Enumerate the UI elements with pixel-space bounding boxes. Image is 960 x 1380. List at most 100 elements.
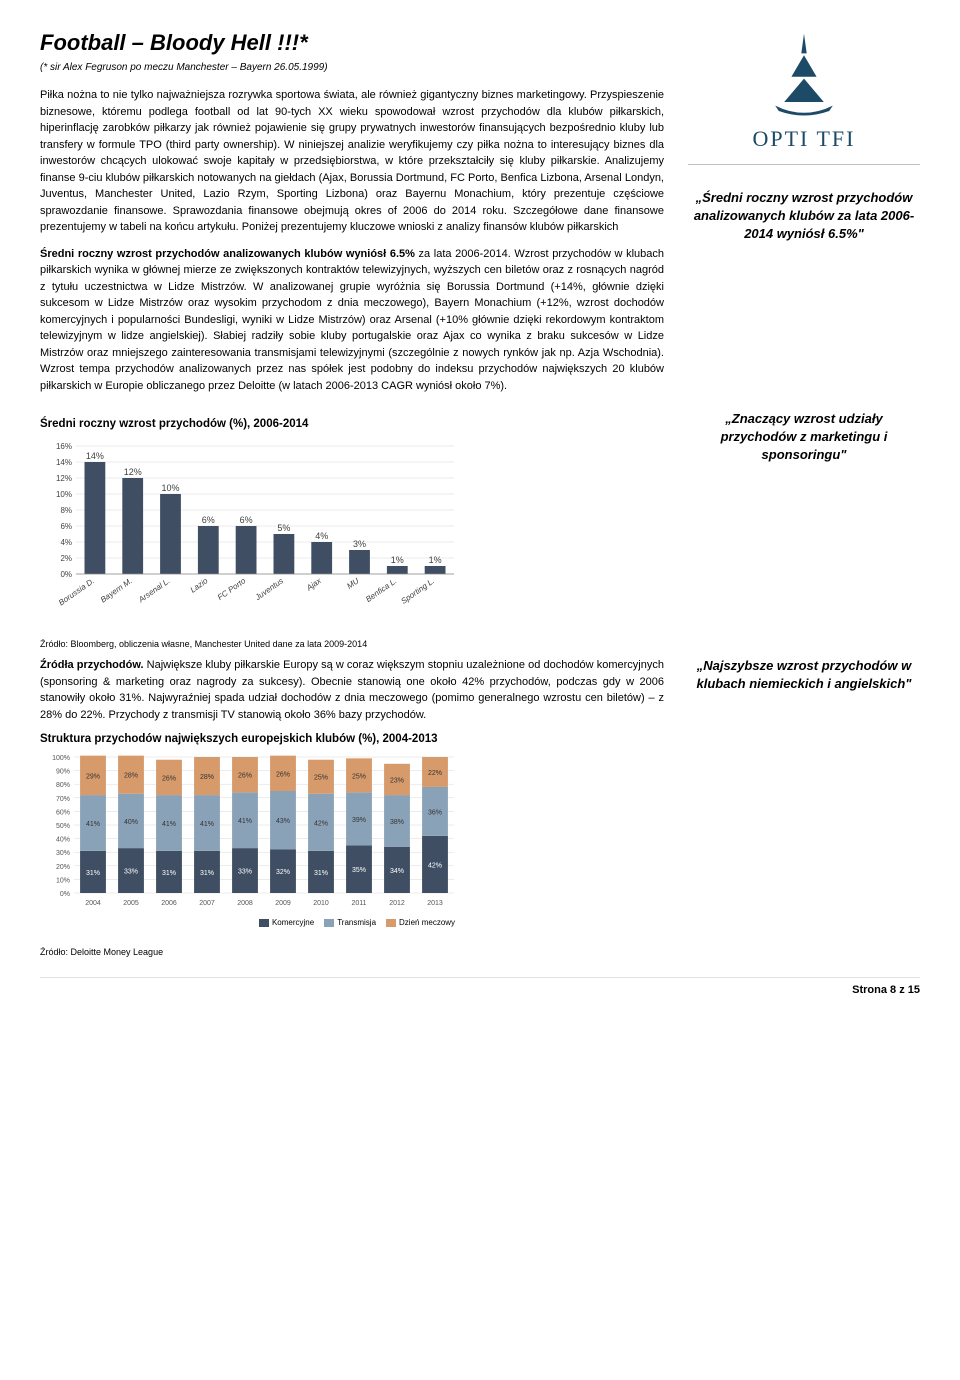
svg-text:6%: 6%	[202, 515, 215, 525]
svg-text:50%: 50%	[56, 823, 70, 830]
svg-text:2009: 2009	[275, 900, 291, 907]
svg-text:10%: 10%	[56, 490, 72, 499]
svg-text:34%: 34%	[390, 868, 404, 875]
svg-text:2004: 2004	[85, 900, 101, 907]
svg-text:Ajax: Ajax	[304, 576, 324, 593]
svg-text:2012: 2012	[389, 900, 405, 907]
svg-text:41%: 41%	[162, 821, 176, 828]
side-quote-3: „Najszybsze wzrost przychodów w klubach …	[688, 657, 920, 693]
svg-text:80%: 80%	[56, 782, 70, 789]
svg-text:35%: 35%	[352, 867, 366, 874]
svg-text:2007: 2007	[199, 900, 215, 907]
opti-logo: OPTI TFI	[688, 30, 920, 152]
svg-text:2%: 2%	[60, 554, 72, 563]
svg-text:Bayern M.: Bayern M.	[99, 576, 134, 604]
page-footer: Strona 8 z 15	[40, 977, 920, 996]
source-note-2: Źródło: Deloitte Money League	[40, 947, 920, 957]
svg-text:42%: 42%	[428, 862, 442, 869]
svg-text:33%: 33%	[238, 869, 252, 876]
svg-text:2005: 2005	[123, 900, 139, 907]
svg-text:26%: 26%	[276, 771, 290, 778]
bar-chart: 0% 2% 4% 6% 8% 10% 12% 14% 16% 14% Borussia D. 12% B…	[40, 436, 664, 619]
growth-bold-lead: Średni roczny wzrost przychodów analizow…	[40, 248, 415, 260]
svg-text:38%: 38%	[390, 819, 404, 826]
svg-text:40%: 40%	[124, 819, 138, 826]
svg-text:39%: 39%	[352, 817, 366, 824]
source-note-1: Źródło: Bloomberg, obliczenia własne, Ma…	[40, 639, 920, 649]
svg-text:32%: 32%	[276, 869, 290, 876]
svg-text:12%: 12%	[56, 474, 72, 483]
svg-text:14%: 14%	[56, 458, 72, 467]
svg-text:MU: MU	[345, 576, 361, 591]
svg-text:2013: 2013	[427, 900, 443, 907]
svg-text:0%: 0%	[60, 891, 70, 898]
svg-text:70%: 70%	[56, 796, 70, 803]
svg-text:1%: 1%	[429, 555, 442, 565]
svg-text:0%: 0%	[60, 570, 72, 579]
svg-text:4%: 4%	[315, 531, 328, 541]
svg-text:43%: 43%	[276, 818, 290, 825]
svg-text:100%: 100%	[52, 755, 70, 762]
svg-text:4%: 4%	[60, 538, 72, 547]
growth-body: za lata 2006-2014. Wzrost przychodów w k…	[40, 248, 664, 392]
svg-text:60%: 60%	[56, 809, 70, 816]
svg-text:Sporting L.: Sporting L.	[399, 576, 436, 606]
svg-text:Borussia D.: Borussia D.	[57, 576, 96, 607]
sources-paragraph: Źródła przychodów. Największe kluby piłk…	[40, 657, 664, 723]
svg-text:28%: 28%	[124, 773, 138, 780]
sources-bold-lead: Źródła przychodów.	[40, 659, 144, 671]
svg-text:12%: 12%	[124, 467, 142, 477]
svg-text:1%: 1%	[391, 555, 404, 565]
svg-text:2008: 2008	[237, 900, 253, 907]
svg-text:2006: 2006	[161, 900, 177, 907]
page-title: Football – Bloody Hell !!!*	[40, 30, 664, 56]
svg-text:33%: 33%	[124, 869, 138, 876]
stacked-chart: 0% 10% 20% 30% 40% 50% 60% 70% 80% 90% 100% 31% 41% 2…	[40, 751, 664, 927]
svg-text:31%: 31%	[86, 870, 100, 877]
svg-text:31%: 31%	[162, 870, 176, 877]
svg-text:25%: 25%	[314, 775, 328, 782]
svg-text:22%: 22%	[428, 770, 442, 777]
stacked-chart-heading: Struktura przychodów największych europe…	[40, 733, 664, 745]
svg-text:31%: 31%	[200, 870, 214, 877]
svg-text:5%: 5%	[277, 523, 290, 533]
svg-text:2011: 2011	[351, 900, 366, 907]
svg-text:26%: 26%	[162, 775, 176, 782]
svg-text:8%: 8%	[60, 506, 72, 515]
svg-text:41%: 41%	[86, 821, 100, 828]
svg-text:23%: 23%	[390, 777, 404, 784]
svg-text:41%: 41%	[238, 818, 252, 825]
svg-text:29%: 29%	[86, 773, 100, 780]
svg-text:3%: 3%	[353, 539, 366, 549]
svg-text:90%: 90%	[56, 769, 70, 776]
svg-text:Arsenal L.: Arsenal L.	[136, 576, 171, 605]
svg-text:6%: 6%	[60, 522, 72, 531]
side-divider	[688, 164, 920, 165]
svg-text:Benfica L.: Benfica L.	[364, 576, 398, 604]
svg-text:16%: 16%	[56, 442, 72, 451]
svg-text:26%: 26%	[238, 773, 252, 780]
intro-paragraph: Piłka nożna to nie tylko najważniejsza r…	[40, 87, 664, 236]
svg-text:10%: 10%	[161, 483, 179, 493]
ship-icon	[759, 30, 849, 120]
svg-text:25%: 25%	[352, 773, 366, 780]
svg-text:20%: 20%	[56, 864, 70, 871]
svg-text:14%: 14%	[86, 451, 104, 461]
side-quote-1: „Średni roczny wzrost przychodów analizo…	[688, 189, 920, 244]
side-quote-2: „Znaczący wzrost udziały przychodów z ma…	[688, 410, 920, 465]
svg-text:30%: 30%	[56, 850, 70, 857]
svg-text:2010: 2010	[313, 900, 329, 907]
svg-text:Juventus: Juventus	[253, 576, 285, 602]
growth-paragraph: Średni roczny wzrost przychodów analizow…	[40, 246, 664, 395]
svg-text:FC Porto: FC Porto	[216, 576, 248, 602]
svg-text:41%: 41%	[200, 821, 214, 828]
logo-text: OPTI TFI	[688, 126, 920, 152]
svg-text:10%: 10%	[56, 877, 70, 884]
svg-text:42%: 42%	[314, 820, 328, 827]
svg-text:6%: 6%	[240, 515, 253, 525]
svg-text:36%: 36%	[428, 809, 442, 816]
subtitle: (* sir Alex Fegruson po meczu Manchester…	[40, 62, 664, 73]
svg-text:28%: 28%	[200, 774, 214, 781]
bar-chart-heading: Średni roczny wzrost przychodów (%), 200…	[40, 418, 664, 430]
stacked-legend: KomercyjneTransmisjaDzień meczowy	[40, 918, 664, 927]
